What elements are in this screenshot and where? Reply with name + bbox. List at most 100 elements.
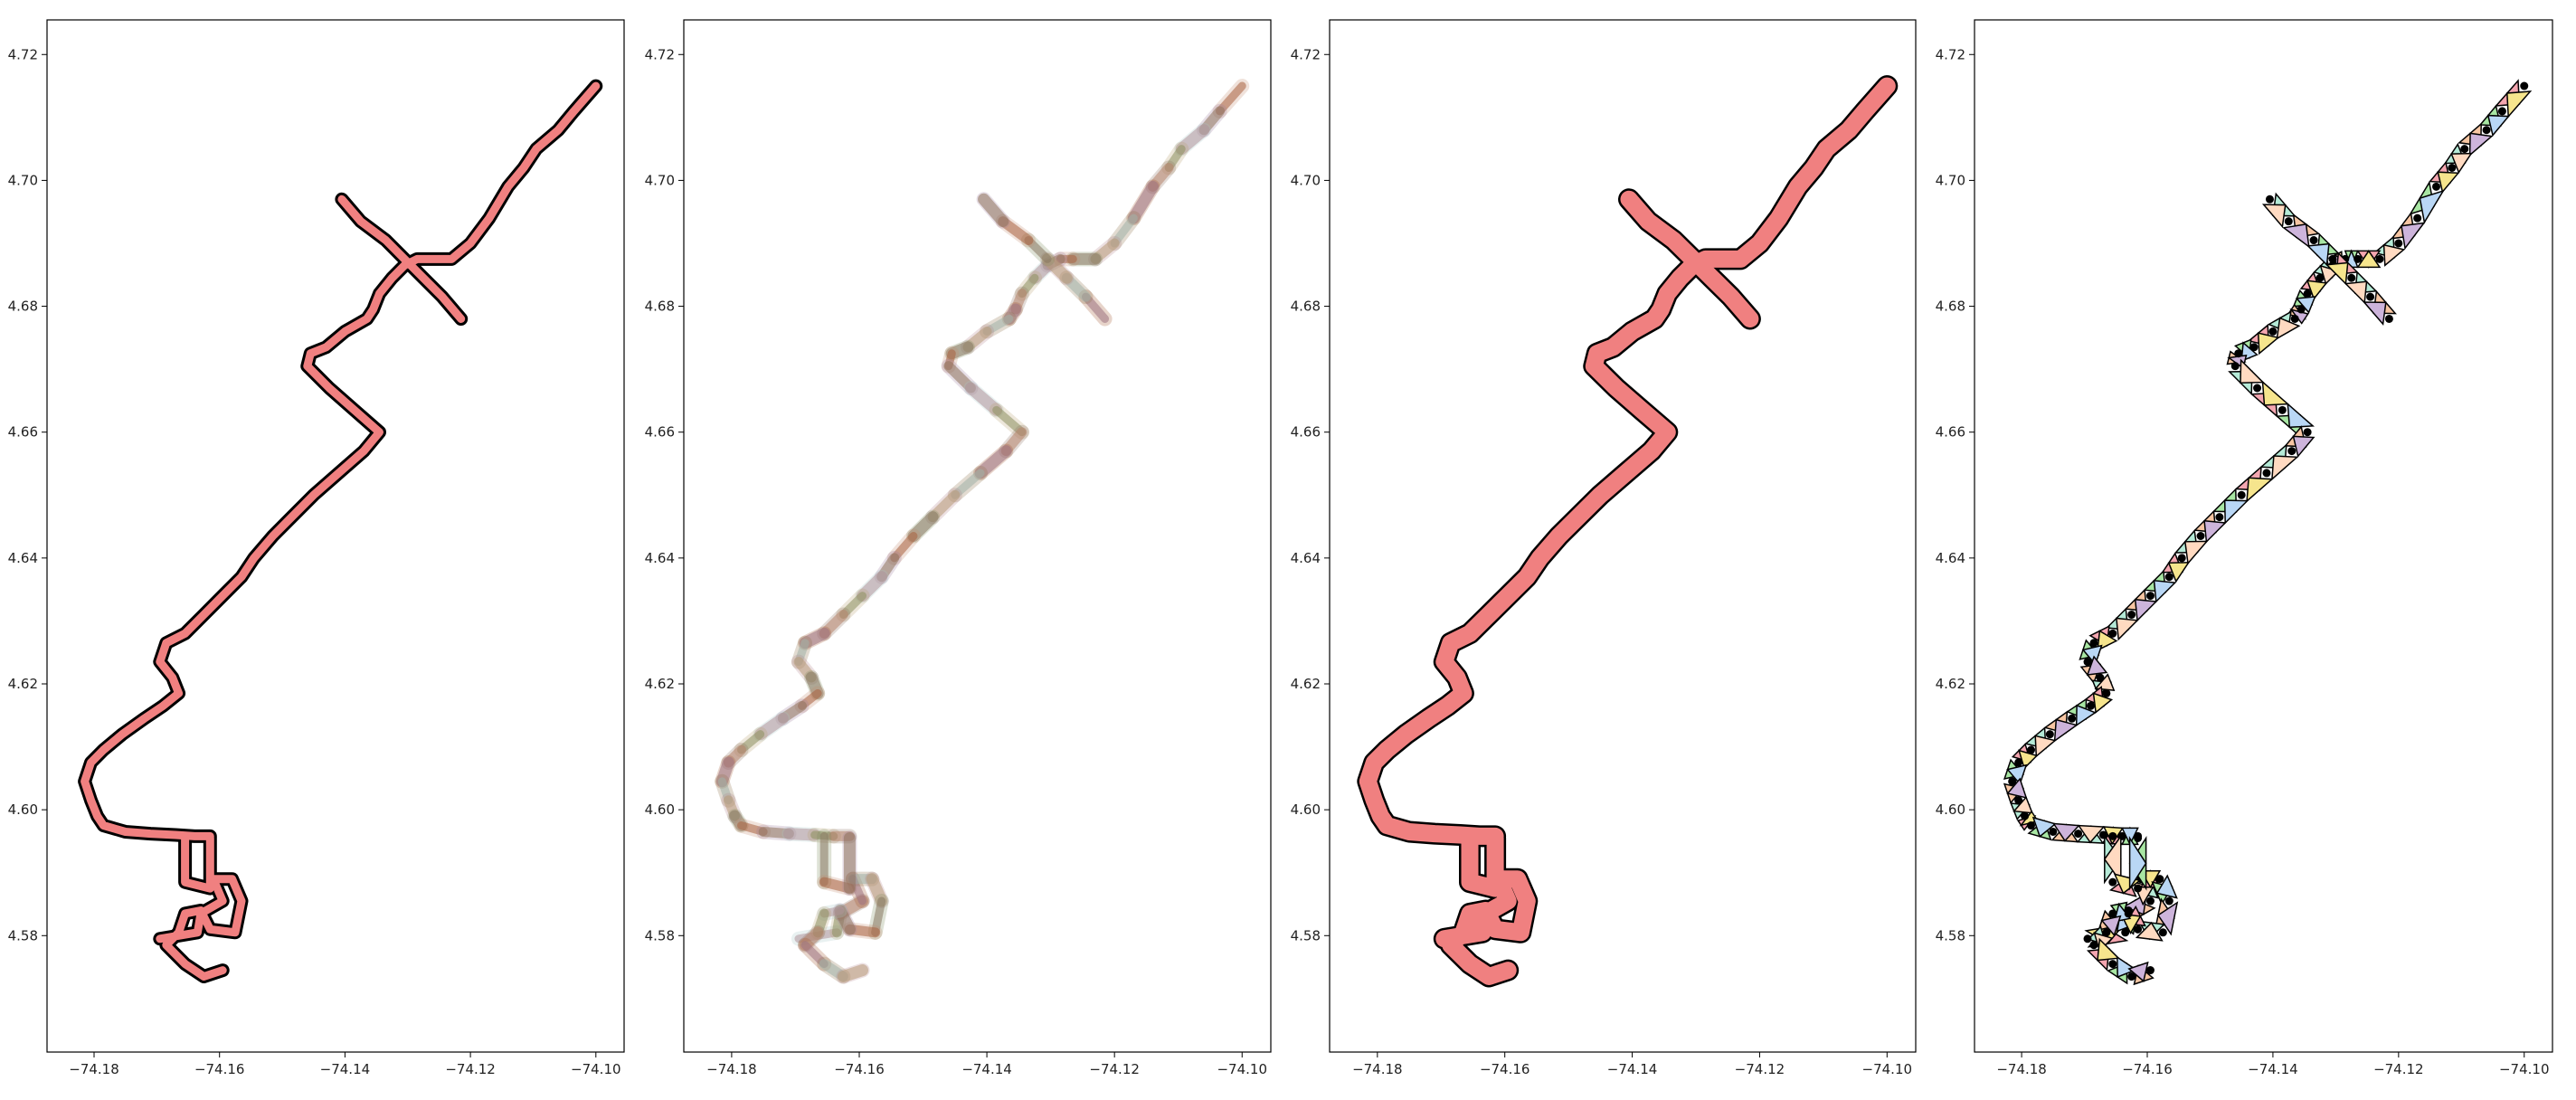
mesh-triangle-b-1-2	[2325, 261, 2349, 286]
segment-0-0	[1216, 81, 1246, 116]
y-tick-label-1: 4.60	[8, 801, 38, 818]
mesh-vertex-0-37	[2086, 701, 2095, 710]
x-tick-label-3: −74.12	[445, 1061, 496, 1077]
mesh-triangle-b-3-0	[2103, 834, 2122, 885]
mesh-triangle-b-0-41	[2006, 763, 2028, 786]
x-tick-label-1: −74.16	[194, 1061, 245, 1077]
x-tick-label-0: −74.18	[1352, 1061, 1403, 1077]
mesh-vertex-3-0	[2108, 831, 2117, 840]
x-tick-label-0: −74.18	[706, 1061, 757, 1077]
mesh-triangle-b-0-3	[2450, 152, 2473, 175]
mesh-triangle-b-0-19	[2240, 358, 2265, 384]
x-tick-label-2: −74.14	[961, 1061, 1012, 1077]
segment-0-21	[992, 405, 1027, 437]
mesh-vertex-1-0	[2384, 314, 2393, 323]
segment-0-26	[907, 511, 939, 542]
mesh-triangle-b-0-24	[2246, 477, 2274, 503]
y-tick-label-4: 4.66	[1291, 424, 1321, 441]
mesh-triangle-b-0-47	[2077, 824, 2106, 844]
mesh-vertex-1-4	[2309, 236, 2318, 245]
mesh-vertex-2-11	[2102, 928, 2111, 937]
mesh-vertex-0-36	[2102, 688, 2111, 697]
route-fill-1	[337, 194, 466, 323]
mesh-triangle-b-0-4	[2437, 171, 2460, 194]
mesh-triangle-b-0-36	[2092, 692, 2114, 714]
mesh-vertex-1-3	[2328, 254, 2337, 263]
plot-area	[2003, 79, 2533, 986]
segment-0-20	[964, 382, 1003, 416]
plot-area	[1357, 75, 1899, 988]
axes-frame	[46, 19, 625, 1053]
y-tick-label-2: 4.62	[8, 676, 38, 692]
mesh-triangle-b-0-0	[2506, 90, 2533, 119]
segment-0-24	[951, 469, 985, 499]
mesh-vertex-0-17	[2249, 343, 2259, 352]
mesh-vertex-0-45	[2027, 821, 2036, 830]
mesh-vertex-0-32	[2108, 629, 2117, 638]
mesh-vertex-3-2	[2134, 884, 2143, 893]
mesh-triangle-b-1-0	[2363, 301, 2387, 327]
segment-halo-0-21	[989, 403, 1029, 440]
x-tick-label-2: −74.14	[1607, 1061, 1658, 1077]
axes-frame	[683, 19, 1272, 1053]
mesh-triangle-b-2-7	[2135, 921, 2164, 942]
mesh-vertex-2-15	[2145, 966, 2155, 975]
mesh-vertex-3-3	[2134, 833, 2143, 842]
x-tick-label-0: −74.18	[69, 1061, 119, 1077]
segment-halo-0-24	[947, 465, 989, 503]
y-tick-label-7: 4.72	[8, 46, 38, 62]
x-tick-label-0: −74.18	[1996, 1061, 2047, 1077]
mesh-triangle-b-0-20	[2261, 380, 2290, 406]
segment-halo-0-5	[1126, 179, 1160, 226]
mesh-vertex-0-16	[2268, 327, 2278, 336]
mesh-triangle-b-0-31	[2116, 617, 2139, 641]
segment-halo-1-2	[1040, 251, 1075, 286]
mesh-vertex-1-2	[2347, 273, 2356, 282]
mesh-vertex-0-29	[2164, 573, 2174, 582]
mesh-triangle-b-0-40	[2018, 749, 2039, 770]
panel-3: −74.18 −74.16 −74.14 −74.12 −74.10 4.58 4.60 4.…	[1291, 19, 1917, 1077]
y-tick-label-7: 4.72	[1936, 46, 1965, 62]
segment-0-23	[974, 445, 1012, 479]
y-tick-label-1: 4.60	[645, 801, 675, 818]
mesh-triangle-b-0-15	[2276, 317, 2301, 340]
mesh-vertex-0-24	[2262, 469, 2271, 478]
mesh-triangle-b-2-13	[2117, 955, 2138, 979]
mesh-vertex-0-42	[2008, 777, 2017, 786]
segment-halo-2-14	[836, 962, 870, 984]
mesh-vertex-2-12	[2089, 941, 2098, 950]
mesh-vertex-2-14	[2127, 972, 2136, 981]
mesh-vertex-0-9	[2353, 254, 2363, 263]
mesh-triangle-b-0-30	[2134, 598, 2158, 622]
segment-1-2	[1041, 252, 1073, 284]
segment-halo-0-29	[855, 569, 889, 603]
segment-halo-0-0	[1212, 79, 1250, 119]
mesh-vertex-0-2	[2482, 126, 2491, 135]
y-tick-label-2: 4.62	[1936, 676, 1965, 692]
mesh-vertex-1-5	[2284, 217, 2293, 226]
mesh-vertex-0-34	[2083, 658, 2092, 667]
route-fill-0	[80, 81, 601, 840]
x-tick-label-4: −74.10	[2499, 1061, 2550, 1077]
mesh-vertex-0-26	[2215, 513, 2224, 522]
mesh-vertex-2-9	[2124, 906, 2133, 915]
y-tick-label-5: 4.68	[645, 299, 675, 315]
mesh-vertex-0-4	[2448, 163, 2457, 172]
mesh-vertex-0-33	[2089, 639, 2098, 648]
mesh-vertex-2-7	[2158, 928, 2167, 937]
mesh-vertex-0-22	[2303, 428, 2312, 437]
route-fill-3	[181, 831, 214, 893]
mesh-triangle-b-0-13	[2295, 296, 2316, 314]
y-tick-label-3: 4.64	[645, 550, 675, 566]
mesh-vertex-0-40	[2027, 745, 2036, 754]
mesh-triangle-b-1-3	[2306, 242, 2330, 267]
mesh-triangle-b-2-10	[2100, 915, 2122, 937]
mesh-triangle-b-0-5	[2419, 189, 2445, 224]
mesh-vertex-2-1	[2121, 928, 2130, 937]
mesh-vertex-0-44	[2021, 811, 2030, 820]
mesh-triangle-b-0-33	[2081, 644, 2103, 667]
mesh-triangle-b-0-12	[2306, 280, 2328, 300]
y-tick-label-4: 4.66	[645, 424, 675, 441]
x-tick-label-2: −74.14	[320, 1061, 371, 1077]
x-tick-label-3: −74.12	[2373, 1061, 2424, 1077]
